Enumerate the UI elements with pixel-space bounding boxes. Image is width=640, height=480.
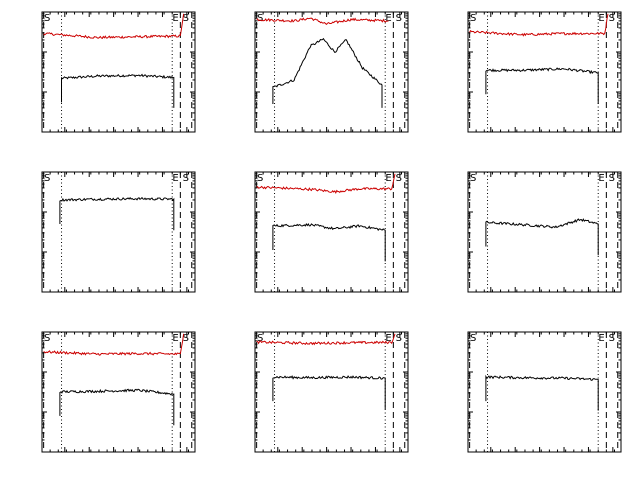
lld-trace: [256, 333, 396, 346]
marker-label-E: E: [598, 333, 604, 344]
marker-label-E: E: [172, 333, 178, 344]
marker-label-E: E: [172, 13, 178, 24]
events-trace: [272, 37, 383, 108]
plot-frame: [467, 171, 622, 293]
lld-trace: [469, 13, 609, 37]
events-trace: [485, 218, 599, 256]
events-trace: [272, 375, 386, 410]
lld-trace: [256, 173, 396, 194]
marker-label-S: S: [44, 333, 50, 344]
plot-frame: [254, 331, 409, 453]
marker-label-S: S: [257, 173, 263, 184]
events-trace: [485, 67, 599, 104]
marker-label-S: S: [470, 173, 476, 184]
lld-trace: [256, 17, 389, 25]
events-trace: [61, 73, 175, 108]
marker-label-S2: S: [183, 333, 189, 344]
marker-label-E: E: [385, 333, 391, 344]
marker-label-E: E: [172, 173, 178, 184]
marker-label-S: S: [257, 333, 263, 344]
plot-frame: [41, 11, 196, 133]
marker-label-E: E: [385, 173, 391, 184]
marker-label-S: S: [44, 13, 50, 24]
marker-label-S2: S: [396, 13, 402, 24]
marker-label-S2: S: [396, 173, 402, 184]
events-trace: [272, 223, 386, 262]
events-trace: [59, 196, 175, 231]
plot-frame: [41, 171, 196, 293]
marker-label-E: E: [385, 13, 391, 24]
marker-label-S2: S: [609, 13, 615, 24]
marker-label-S: S: [470, 333, 476, 344]
marker-label-S2: S: [183, 13, 189, 24]
marker-label-S: S: [470, 13, 476, 24]
marker-label-E: E: [598, 173, 604, 184]
events-trace: [59, 388, 175, 426]
marker-label-S2: S: [609, 173, 615, 184]
lld-trace: [43, 13, 185, 40]
marker-label-S2: S: [183, 173, 189, 184]
plot-frame: [254, 11, 409, 133]
marker-label-S2: S: [609, 333, 615, 344]
lld-trace: [43, 333, 185, 356]
marker-label-S2: S: [396, 333, 402, 344]
plot-frame: [41, 331, 196, 453]
events-trace: [485, 374, 599, 411]
plot-frame: [467, 11, 622, 133]
marker-label-E: E: [598, 13, 604, 24]
marker-label-S: S: [257, 13, 263, 24]
marker-label-S: S: [44, 173, 50, 184]
plot-frame: [467, 331, 622, 453]
plot-frame: [254, 171, 409, 293]
